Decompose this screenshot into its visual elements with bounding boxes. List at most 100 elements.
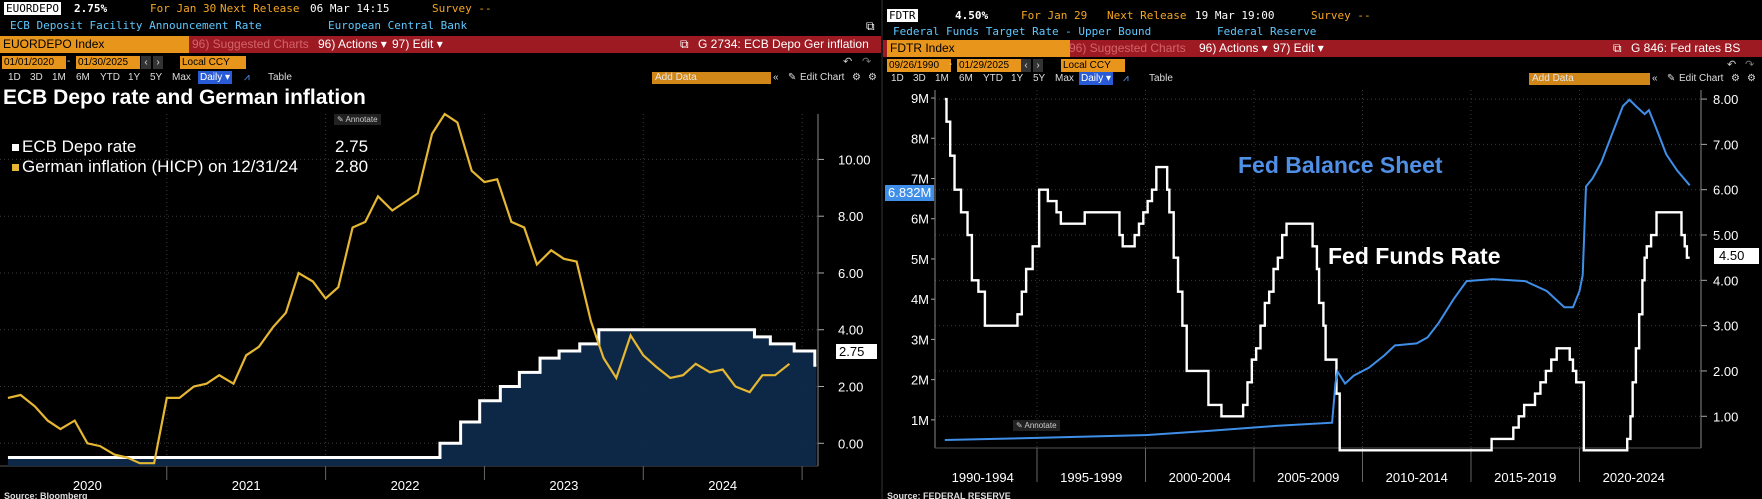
next-range-button[interactable]: › bbox=[153, 56, 163, 69]
edit-chart-icon[interactable]: ✎ bbox=[788, 72, 797, 83]
period-1m[interactable]: 1M bbox=[935, 73, 949, 84]
gear-icon[interactable]: ⚙ bbox=[868, 72, 877, 83]
suggested-charts-menu[interactable]: 96) Suggested Charts bbox=[192, 37, 309, 51]
end-date-input[interactable]: 01/29/2025 bbox=[957, 59, 1021, 72]
redo-icon[interactable]: ↷ bbox=[1745, 59, 1755, 71]
chart-reference[interactable]: G 2734: ECB Depo Ger inflation bbox=[698, 37, 869, 51]
depo-area bbox=[7, 329, 817, 466]
start-date-input[interactable]: 01/01/2020 bbox=[2, 56, 66, 69]
period-3d[interactable]: 3D bbox=[913, 73, 926, 84]
period-1d[interactable]: 1D bbox=[8, 72, 21, 83]
legend-depo-label: ECB Depo rate bbox=[22, 137, 137, 156]
edit-menu[interactable]: 97) Edit ▾ bbox=[392, 37, 443, 51]
period-1d[interactable]: 1D bbox=[891, 73, 904, 84]
edit-chart-icon[interactable]: ✎ bbox=[1667, 73, 1676, 84]
ticker-symbol[interactable]: EUORDEPO bbox=[4, 2, 61, 15]
funds-rate-tag: 4.50 bbox=[1714, 248, 1759, 264]
x-tick-label: 2000-2004 bbox=[1169, 470, 1231, 485]
edit-menu[interactable]: 97) Edit ▾ bbox=[1273, 41, 1324, 55]
legend-swatch-inflation bbox=[12, 164, 19, 172]
period-5y[interactable]: 5Y bbox=[150, 72, 163, 83]
x-tick-label: 1995-1999 bbox=[1060, 470, 1122, 485]
chart-type-icon[interactable]: ⩘ bbox=[244, 72, 250, 83]
inflation-line bbox=[7, 112, 791, 465]
balance-sheet-line bbox=[944, 98, 1691, 441]
add-data-input[interactable]: Add Data bbox=[652, 72, 771, 84]
y-right-tick-label: 1.00 bbox=[1713, 409, 1738, 424]
date-range-row: 09/26/1990 - 01/29/2025 ‹ › Local CCY ↶ … bbox=[883, 58, 1762, 73]
settings-icon[interactable]: ⚙ bbox=[852, 72, 861, 83]
suggested-charts-menu[interactable]: 96) Suggested Charts bbox=[1069, 41, 1186, 55]
frequency-select[interactable]: Daily ▾ bbox=[1079, 72, 1114, 85]
x-tick-label: 2010-2014 bbox=[1386, 470, 1448, 485]
currency-select[interactable]: Local CCY bbox=[1061, 59, 1125, 72]
gear-icon[interactable]: ⚙ bbox=[1747, 73, 1756, 84]
collapse-icon[interactable]: « bbox=[773, 72, 779, 83]
x-tick-label: 2023 bbox=[549, 478, 578, 493]
ticker-symbol[interactable]: FDTR bbox=[887, 9, 918, 22]
annotate-icon: ✎ bbox=[1016, 421, 1025, 430]
y-left-tick-label: 6M bbox=[911, 212, 929, 227]
fed-chart[interactable]: 1M 2M 3M 4M 5M 6M 7M 8M 9M 1.00 2.00 3.00 4.00 5.00 6.… bbox=[883, 0, 1762, 499]
period-selector: 1D 3D 1M 6M YTD 1Y 5Y Max Daily ▾ ⩘ Tabl… bbox=[883, 72, 1762, 85]
redo-icon[interactable]: ↷ bbox=[862, 56, 872, 68]
undo-icon[interactable]: ↶ bbox=[843, 56, 853, 68]
next-release-label: Next Release bbox=[1107, 9, 1187, 22]
chart-ref-icon[interactable]: ⧉ bbox=[680, 37, 689, 51]
chart-ref-icon[interactable]: ⧉ bbox=[1613, 41, 1622, 55]
frequency-select[interactable]: Daily ▾ bbox=[198, 71, 233, 84]
start-date-input[interactable]: 09/26/1990 bbox=[887, 59, 951, 72]
currency-select[interactable]: Local CCY bbox=[180, 56, 246, 69]
period-5y[interactable]: 5Y bbox=[1033, 73, 1046, 84]
period-ytd[interactable]: YTD bbox=[100, 72, 120, 83]
table-toggle[interactable]: Table bbox=[268, 72, 292, 83]
period-max[interactable]: Max bbox=[172, 72, 191, 83]
add-data-input[interactable]: Add Data bbox=[1529, 73, 1650, 85]
table-toggle[interactable]: Table bbox=[1149, 73, 1173, 84]
x-tick-label: 1990-1994 bbox=[952, 470, 1014, 485]
period-max[interactable]: Max bbox=[1055, 73, 1074, 84]
period-3d[interactable]: 3D bbox=[30, 72, 43, 83]
period-6m[interactable]: 6M bbox=[959, 73, 973, 84]
period-1m[interactable]: 1M bbox=[52, 72, 66, 83]
for-date: For Jan 30 bbox=[150, 2, 217, 15]
ecb-chart[interactable]: 0.00 2.00 4.00 6.00 8.00 10.00 2020 2021 2022 202… bbox=[0, 0, 881, 499]
chart-type-icon[interactable]: ⩘ bbox=[1123, 73, 1129, 84]
actions-menu[interactable]: 96) Actions ▾ bbox=[318, 37, 387, 51]
y-left-tick-label: 5M bbox=[911, 252, 929, 267]
x-tick-label: 2024 bbox=[708, 478, 737, 493]
actions-menu[interactable]: 96) Actions ▾ bbox=[1199, 41, 1268, 55]
undo-icon[interactable]: ↶ bbox=[1727, 59, 1737, 71]
command-bar: EUORDEPO Index 96) Suggested Charts 96) … bbox=[0, 36, 881, 53]
popout-icon[interactable]: ⧉ bbox=[866, 19, 875, 33]
period-ytd[interactable]: YTD bbox=[983, 73, 1003, 84]
period-1y[interactable]: 1Y bbox=[1011, 73, 1024, 84]
prev-range-button[interactable]: ‹ bbox=[1021, 59, 1031, 72]
annotate-button[interactable]: ✎ Annotate bbox=[334, 114, 381, 125]
y-right-tick-label: 3.00 bbox=[1713, 319, 1738, 334]
annotate-button[interactable]: ✎ Annotate bbox=[1013, 420, 1060, 431]
x-tick-label: 2022 bbox=[391, 478, 420, 493]
next-release-time: 06 Mar 14:15 bbox=[310, 2, 390, 15]
legend-inflation-label: German inflation (HICP) on 12/31/24 bbox=[22, 157, 298, 176]
collapse-icon[interactable]: « bbox=[1652, 73, 1658, 84]
x-tick-label: 2021 bbox=[232, 478, 261, 493]
for-date: For Jan 29 bbox=[1021, 9, 1088, 22]
prev-range-button[interactable]: ‹ bbox=[141, 56, 151, 69]
edit-chart-button[interactable]: Edit Chart bbox=[800, 72, 845, 83]
last-value-tag: 2.75 bbox=[836, 344, 877, 359]
settings-icon[interactable]: ⚙ bbox=[1731, 73, 1740, 84]
chart-reference[interactable]: G 846: Fed rates BS bbox=[1631, 41, 1741, 55]
security-input[interactable]: EUORDEPO Index bbox=[0, 36, 189, 53]
ticker-description: Federal Funds Target Rate - Upper Bound bbox=[893, 25, 1152, 38]
y-left-tick-label: 2M bbox=[911, 373, 929, 388]
next-range-button[interactable]: › bbox=[1033, 59, 1043, 72]
edit-chart-button[interactable]: Edit Chart bbox=[1679, 73, 1724, 84]
source-organization: Federal Reserve bbox=[1217, 25, 1317, 38]
x-tick-label: 2020 bbox=[73, 478, 102, 493]
end-date-input[interactable]: 01/30/2025 bbox=[76, 56, 140, 69]
y-left-tick-label: 3M bbox=[911, 332, 929, 347]
period-6m[interactable]: 6M bbox=[76, 72, 90, 83]
period-1y[interactable]: 1Y bbox=[128, 72, 141, 83]
security-input[interactable]: FDTR Index bbox=[887, 40, 1070, 57]
